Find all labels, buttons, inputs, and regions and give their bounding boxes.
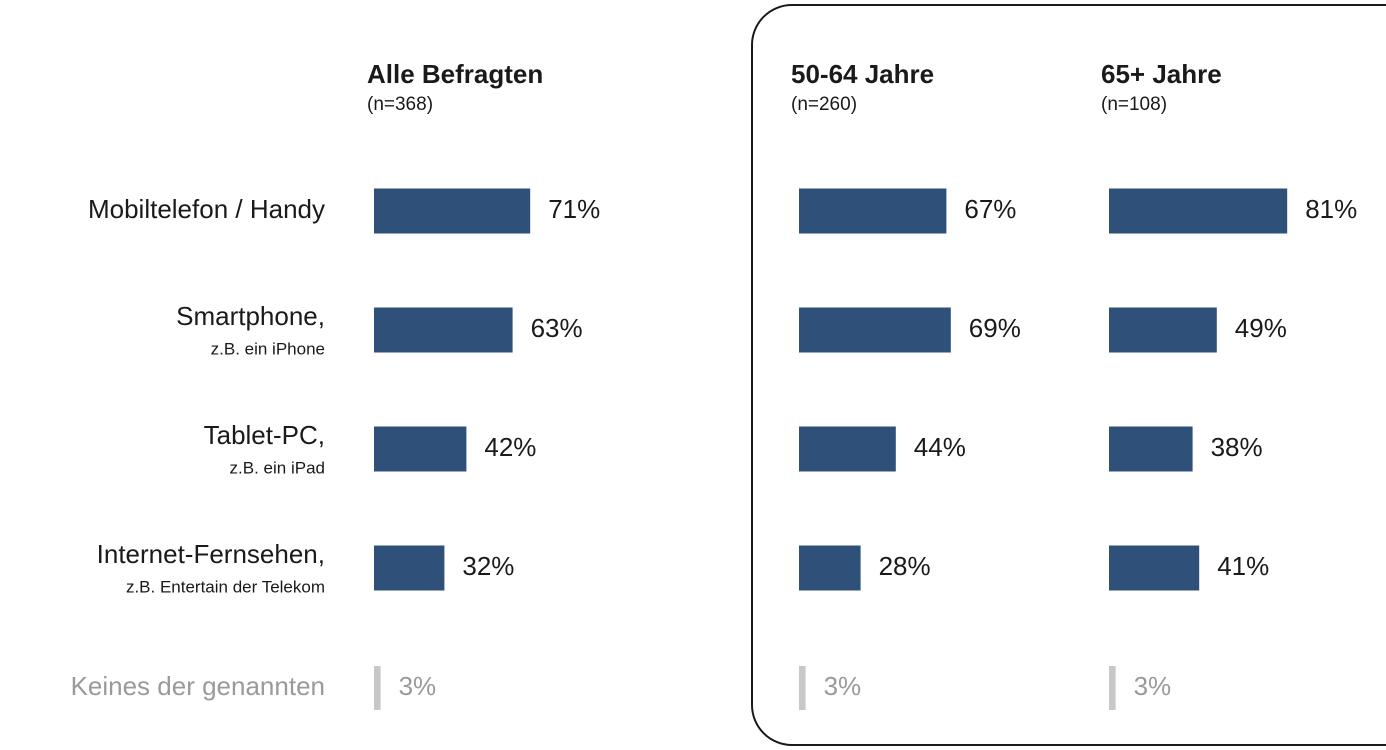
- bar: [799, 545, 861, 591]
- bar: [1109, 307, 1217, 353]
- value-label: 3%: [1134, 671, 1172, 701]
- value-label: 28%: [879, 551, 931, 581]
- value-label: 63%: [531, 313, 583, 343]
- value-label: 69%: [969, 313, 1021, 343]
- value-label: 32%: [462, 551, 514, 581]
- bar: [1109, 666, 1116, 710]
- panel-subtitle: (n=108): [1101, 94, 1167, 115]
- value-label: 81%: [1305, 194, 1357, 224]
- bar: [799, 188, 947, 234]
- category-label: Keines der genannten: [71, 671, 325, 701]
- value-label: 71%: [548, 194, 600, 224]
- value-label: 3%: [399, 671, 437, 701]
- panel-title: 50-64 Jahre: [791, 59, 934, 89]
- bar: [1109, 426, 1193, 472]
- category-label: Smartphone,: [176, 301, 325, 331]
- value-label: 42%: [484, 432, 536, 462]
- bar: [374, 426, 467, 472]
- bar: [799, 307, 951, 353]
- category-label: Internet-Fernsehen,: [97, 539, 325, 569]
- category-note: z.B. ein iPad: [230, 458, 325, 477]
- value-label: 67%: [964, 194, 1016, 224]
- value-label: 41%: [1217, 551, 1269, 581]
- value-label: 44%: [914, 432, 966, 462]
- value-label: 49%: [1235, 313, 1287, 343]
- panel-subtitle: (n=368): [367, 94, 433, 115]
- value-label: 3%: [824, 671, 862, 701]
- bar: [374, 188, 531, 234]
- value-label: 38%: [1211, 432, 1263, 462]
- panel-title: Alle Befragten: [367, 59, 543, 89]
- category-note: z.B. Entertain der Telekom: [126, 577, 325, 596]
- bar: [374, 545, 445, 591]
- bar: [1109, 545, 1200, 591]
- bar: [799, 666, 806, 710]
- group-frame: [751, 4, 1386, 746]
- bar: [1109, 188, 1288, 234]
- category-note: z.B. ein iPhone: [211, 339, 325, 358]
- panel-subtitle: (n=260): [791, 94, 857, 115]
- bar: [374, 666, 381, 710]
- category-label: Tablet-PC,: [204, 420, 325, 450]
- bar: [374, 307, 513, 353]
- category-label: Mobiltelefon / Handy: [88, 194, 325, 224]
- panel-title: 65+ Jahre: [1101, 59, 1222, 89]
- bar: [799, 426, 896, 472]
